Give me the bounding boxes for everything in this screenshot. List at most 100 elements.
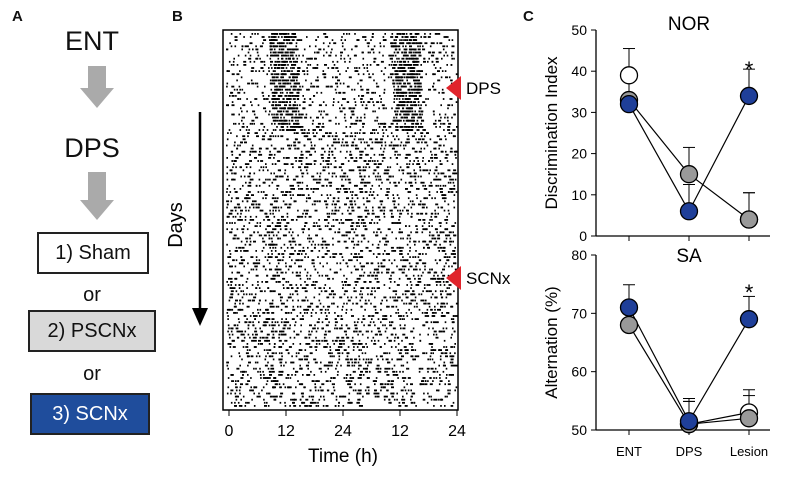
- activity-tick: [429, 45, 432, 48]
- activity-tick: [302, 299, 306, 302]
- activity-tick: [278, 64, 280, 66]
- activity-tick: [276, 88, 278, 91]
- activity-tick: [251, 33, 254, 35]
- activity-tick: [374, 160, 376, 162]
- activity-tick: [445, 234, 448, 237]
- activity-tick: [376, 85, 380, 88]
- activity-tick: [290, 386, 292, 389]
- activity-tick: [402, 259, 406, 262]
- activity-tick: [252, 150, 256, 153]
- activity-tick: [248, 129, 250, 131]
- activity-tick: [412, 147, 414, 150]
- activity-tick: [418, 281, 421, 283]
- activity-tick: [413, 79, 416, 82]
- activity-tick: [442, 268, 445, 271]
- activity-tick: [346, 197, 349, 200]
- activity-tick: [249, 234, 253, 237]
- activity-tick: [334, 203, 337, 206]
- activity-tick: [261, 138, 264, 141]
- activity-tick: [383, 73, 385, 76]
- activity-tick: [376, 256, 378, 258]
- activity-tick: [278, 209, 280, 212]
- activity-tick: [449, 243, 452, 246]
- activity-tick: [233, 259, 235, 262]
- activity-tick: [393, 259, 396, 262]
- activity-tick: [226, 206, 228, 209]
- activity-tick: [325, 160, 327, 162]
- activity-tick: [261, 389, 263, 392]
- activity-tick: [416, 188, 419, 190]
- activity-tick: [226, 104, 229, 107]
- activity-tick: [267, 339, 270, 342]
- activity-tick: [376, 246, 380, 249]
- activity-tick: [323, 339, 327, 342]
- activity-tick: [297, 147, 300, 150]
- activity-tick: [365, 246, 369, 249]
- activity-tick: [404, 116, 408, 119]
- activity-tick: [414, 113, 417, 116]
- activity-tick: [416, 305, 418, 308]
- activity-tick: [452, 181, 455, 184]
- activity-tick: [426, 206, 428, 209]
- activity-tick: [434, 119, 437, 122]
- activity-tick: [403, 91, 407, 94]
- activity-tick: [372, 51, 375, 54]
- activity-tick: [359, 262, 362, 265]
- activity-tick: [265, 98, 269, 100]
- flow-arrow-1: [80, 66, 114, 108]
- activity-tick: [452, 129, 456, 131]
- activity-tick: [365, 191, 368, 193]
- activity-tick: [291, 287, 294, 289]
- activity-tick: [378, 370, 381, 373]
- activity-tick: [403, 380, 405, 382]
- activity-tick: [248, 243, 251, 246]
- activity-tick: [355, 119, 359, 122]
- activity-tick: [261, 45, 263, 48]
- activity-tick: [319, 172, 322, 175]
- activity-tick: [427, 36, 431, 38]
- activity-tick: [282, 45, 285, 48]
- activity-tick: [254, 296, 257, 299]
- activity-tick: [448, 256, 451, 258]
- activity-tick: [406, 132, 409, 134]
- activity-tick: [285, 377, 288, 379]
- activity-tick: [308, 234, 310, 237]
- activity-tick: [453, 200, 455, 203]
- activity-tick: [363, 271, 366, 274]
- activity-tick: [272, 129, 275, 131]
- activity-tick: [240, 107, 242, 110]
- activity-tick: [342, 98, 344, 100]
- activity-tick: [430, 321, 433, 324]
- activity-tick: [374, 91, 376, 94]
- activity-tick: [273, 343, 276, 345]
- activity-tick: [346, 355, 349, 358]
- activity-tick: [386, 383, 390, 386]
- activity-tick: [232, 64, 235, 66]
- activity-tick: [288, 147, 290, 150]
- activity-tick: [429, 240, 432, 243]
- activity-tick: [337, 361, 339, 364]
- activity-tick: [409, 256, 411, 258]
- activity-tick: [325, 51, 328, 54]
- activity-tick: [234, 302, 236, 305]
- activity-tick: [296, 79, 298, 82]
- activity-tick: [363, 67, 366, 69]
- activity-tick: [274, 250, 277, 252]
- activity-tick: [244, 243, 247, 246]
- activity-tick: [284, 305, 288, 308]
- activity-tick: [345, 70, 347, 72]
- activity-tick: [427, 98, 429, 100]
- activity-tick: [304, 116, 308, 119]
- activity-tick: [306, 197, 308, 200]
- activity-tick: [267, 231, 271, 234]
- activity-tick: [283, 39, 285, 41]
- activity-tick: [322, 73, 326, 76]
- activity-tick: [226, 144, 228, 147]
- activity-tick: [360, 349, 362, 351]
- activity-tick: [246, 126, 248, 128]
- activity-tick: [450, 346, 452, 348]
- activity-tick: [230, 132, 232, 134]
- activity-tick: [399, 39, 401, 41]
- activity-tick: [286, 42, 288, 45]
- activity-tick: [391, 271, 395, 274]
